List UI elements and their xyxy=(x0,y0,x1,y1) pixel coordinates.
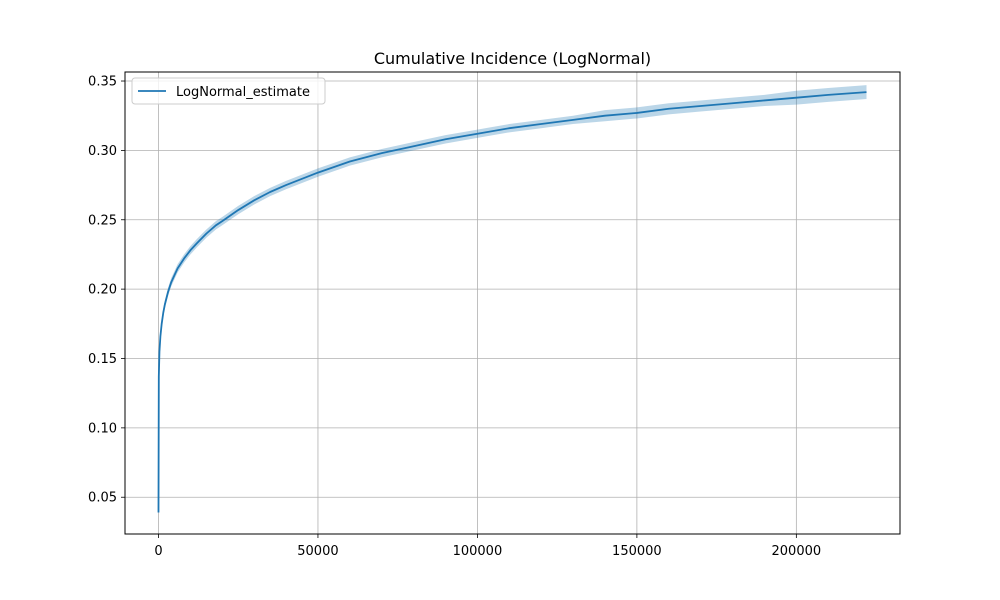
x-axis: 0 50000 100000 150000 200000 xyxy=(154,534,821,559)
y-tick-label: 0.05 xyxy=(88,491,117,506)
y-tick-label: 0.10 xyxy=(88,421,117,436)
y-tick-label: 0.20 xyxy=(88,283,117,298)
series-line-group xyxy=(157,91,867,513)
x-tick-label: 0 xyxy=(154,544,162,559)
y-axis: 0.05 0.10 0.15 0.20 0.25 0.30 0.35 xyxy=(88,75,125,506)
y-tick-label: 0.15 xyxy=(88,352,117,367)
legend-box xyxy=(131,77,326,105)
y-tick-label: 0.35 xyxy=(88,75,117,90)
x-tick-label: 150000 xyxy=(612,544,662,559)
x-tick-label: 200000 xyxy=(772,544,822,559)
series-line xyxy=(157,91,867,513)
grid xyxy=(125,72,900,534)
plot-frame xyxy=(124,71,901,535)
chart-title: Cumulative Incidence (LogNormal) xyxy=(374,49,651,68)
y-tick-label: 0.30 xyxy=(88,144,117,159)
y-tick-label: 0.25 xyxy=(88,213,117,228)
x-tick-label: 100000 xyxy=(453,544,503,559)
legend-label: LogNormal_estimate xyxy=(176,85,310,100)
x-tick-label: 50000 xyxy=(297,544,338,559)
legend: LogNormal_estimate xyxy=(131,77,326,105)
